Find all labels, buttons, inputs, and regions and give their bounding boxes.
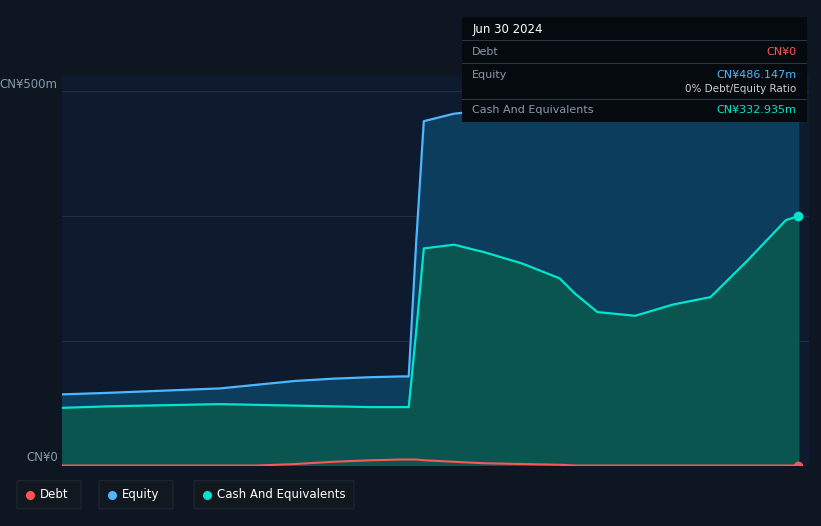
Text: CN¥500m: CN¥500m bbox=[0, 78, 57, 91]
Text: CN¥0: CN¥0 bbox=[767, 47, 796, 57]
Text: Equity: Equity bbox=[472, 70, 507, 80]
Text: Cash And Equivalents: Cash And Equivalents bbox=[472, 105, 594, 115]
FancyBboxPatch shape bbox=[17, 481, 81, 509]
Text: Jun 30 2024: Jun 30 2024 bbox=[472, 23, 543, 36]
FancyBboxPatch shape bbox=[99, 481, 173, 509]
Text: CN¥332.935m: CN¥332.935m bbox=[717, 105, 796, 115]
Text: 0% Debt/Equity Ratio: 0% Debt/Equity Ratio bbox=[686, 85, 796, 95]
Text: Debt: Debt bbox=[472, 47, 499, 57]
FancyBboxPatch shape bbox=[194, 481, 354, 509]
Text: CN¥486.147m: CN¥486.147m bbox=[717, 70, 796, 80]
Text: Debt: Debt bbox=[40, 488, 69, 501]
Text: Equity: Equity bbox=[122, 488, 159, 501]
Text: CN¥0: CN¥0 bbox=[26, 451, 57, 464]
Text: Cash And Equivalents: Cash And Equivalents bbox=[217, 488, 346, 501]
